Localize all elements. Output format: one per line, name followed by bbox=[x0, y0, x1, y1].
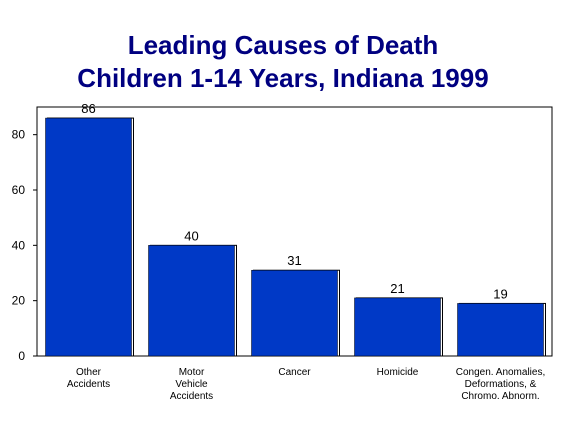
category-label: Homicide bbox=[377, 367, 419, 378]
category-label: Vehicle bbox=[175, 379, 208, 390]
bar bbox=[457, 303, 544, 357]
data-label: 31 bbox=[287, 253, 301, 268]
data-label: 21 bbox=[390, 281, 404, 296]
category-label: Accidents bbox=[170, 391, 213, 402]
data-label: 40 bbox=[184, 228, 198, 243]
y-tick-label: 20 bbox=[12, 294, 26, 308]
category-label: Motor bbox=[179, 367, 205, 378]
chart-title-line-2: Children 1-14 Years, Indiana 1999 bbox=[77, 63, 489, 93]
category-label: Congen. Anomalies, bbox=[456, 367, 546, 378]
bar bbox=[354, 297, 441, 357]
y-tick-label: 60 bbox=[12, 183, 26, 197]
data-label: 19 bbox=[493, 286, 507, 301]
category-label: Cancer bbox=[278, 367, 311, 378]
category-label: Other bbox=[76, 367, 102, 378]
category-label: Deformations, & bbox=[465, 379, 537, 390]
y-tick-label: 80 bbox=[12, 128, 26, 142]
bar bbox=[148, 245, 235, 357]
y-tick-label: 0 bbox=[18, 349, 25, 363]
chart-title-line-1: Leading Causes of Death bbox=[127, 30, 439, 60]
bar bbox=[45, 117, 132, 357]
category-label: Accidents bbox=[67, 379, 110, 390]
y-tick-label: 40 bbox=[12, 238, 26, 252]
bar bbox=[251, 269, 338, 357]
category-label: Chromo. Abnorm. bbox=[461, 391, 539, 402]
data-label: 86 bbox=[81, 101, 95, 116]
